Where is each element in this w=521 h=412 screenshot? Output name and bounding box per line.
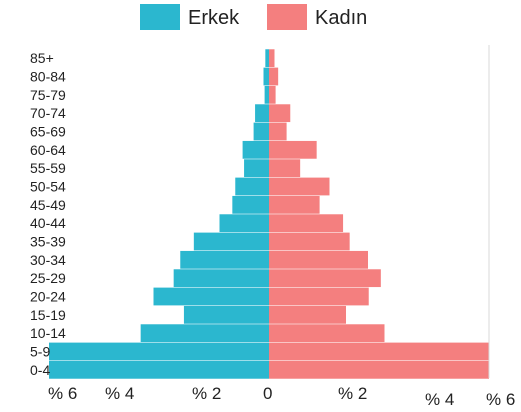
age-label-55-59: 55-59 [30, 160, 66, 176]
x-tick-label-pos6: % 6 [486, 390, 515, 409]
x-tick-label-neg2: % 2 [192, 384, 221, 403]
bar-erkek-25-29 [173, 269, 269, 288]
age-label-70-74: 70-74 [30, 105, 66, 121]
bar-kadin-65-69 [269, 122, 287, 141]
x-axis-tick-labels: % 6 % 4 % 2 0 % 2 % 4 % 6 [48, 384, 515, 409]
age-group-labels: 85+ 80-84 75-79 70-74 65-69 60-64 55-59 50-54 45… [30, 50, 66, 378]
legend-label-kadin: Kadın [315, 7, 367, 29]
bar-erkek-40-44 [219, 214, 269, 233]
age-label-15-19: 15-19 [30, 307, 66, 323]
age-label-80-84: 80-84 [30, 69, 66, 85]
bar-kadin-85-plus [269, 49, 275, 68]
bar-kadin-50-54 [269, 177, 330, 196]
x-tick-label-pos2: % 2 [338, 384, 367, 403]
bar-kadin-35-39 [269, 232, 350, 251]
age-label-50-54: 50-54 [30, 179, 66, 195]
bar-erkek-15-19 [183, 305, 269, 324]
x-tick-label-pos0: 0 [263, 384, 272, 403]
bar-erkek-70-74 [255, 104, 269, 123]
bar-kadin-60-64 [269, 140, 317, 159]
legend-label-erkek: Erkek [188, 7, 240, 29]
bar-erkek-50-54 [235, 177, 269, 196]
bar-erkek-10-14 [140, 324, 269, 343]
bar-kadin-70-74 [269, 104, 291, 123]
age-label-5-9: 5-9 [30, 344, 50, 360]
legend-swatch-erkek [140, 4, 180, 30]
age-label-60-64: 60-64 [30, 142, 66, 158]
bar-erkek-30-34 [180, 250, 269, 269]
legend-swatch-kadin [267, 4, 307, 30]
bar-kadin-15-19 [269, 305, 346, 324]
bar-kadin-0-4 [269, 360, 489, 379]
bar-kadin-25-29 [269, 269, 381, 288]
bar-kadin-55-59 [269, 159, 301, 178]
age-label-20-24: 20-24 [30, 289, 66, 305]
bar-erkek-5-9 [49, 342, 269, 361]
bar-erkek-60-64 [242, 140, 269, 159]
x-tick-label-neg4: % 4 [105, 384, 134, 403]
bar-erkek-45-49 [232, 195, 269, 214]
age-label-45-49: 45-49 [30, 197, 66, 213]
bar-erkek-75-79 [264, 85, 269, 104]
bar-kadin-45-49 [269, 195, 320, 214]
bar-kadin-75-79 [269, 85, 276, 104]
bar-kadin-40-44 [269, 214, 344, 233]
x-tick-label-neg6: % 6 [48, 384, 77, 403]
age-label-85-plus: 85+ [30, 50, 54, 66]
age-label-10-14: 10-14 [30, 325, 66, 341]
age-label-25-29: 25-29 [30, 270, 66, 286]
bar-kadin-10-14 [269, 324, 385, 343]
bar-kadin-20-24 [269, 287, 369, 306]
bar-kadin-30-34 [269, 250, 368, 269]
bar-kadin-80-84 [269, 67, 279, 86]
x-tick-label-pos4: % 4 [425, 390, 454, 409]
legend: Erkek Kadın [140, 4, 367, 30]
age-label-35-39: 35-39 [30, 234, 66, 250]
bar-erkek-0-4 [49, 360, 269, 379]
kadin-series [269, 49, 489, 379]
bar-erkek-85-plus [265, 49, 269, 68]
bar-kadin-5-9 [269, 342, 489, 361]
age-label-0-4: 0-4 [30, 362, 50, 378]
age-label-75-79: 75-79 [30, 87, 66, 103]
bar-erkek-65-69 [253, 122, 269, 141]
age-label-30-34: 30-34 [30, 252, 66, 268]
age-label-65-69: 65-69 [30, 124, 66, 140]
bar-erkek-20-24 [153, 287, 269, 306]
bar-erkek-55-59 [244, 159, 269, 178]
bar-erkek-80-84 [263, 67, 269, 86]
erkek-series [49, 49, 269, 379]
age-label-40-44: 40-44 [30, 215, 66, 231]
bar-erkek-35-39 [193, 232, 269, 251]
